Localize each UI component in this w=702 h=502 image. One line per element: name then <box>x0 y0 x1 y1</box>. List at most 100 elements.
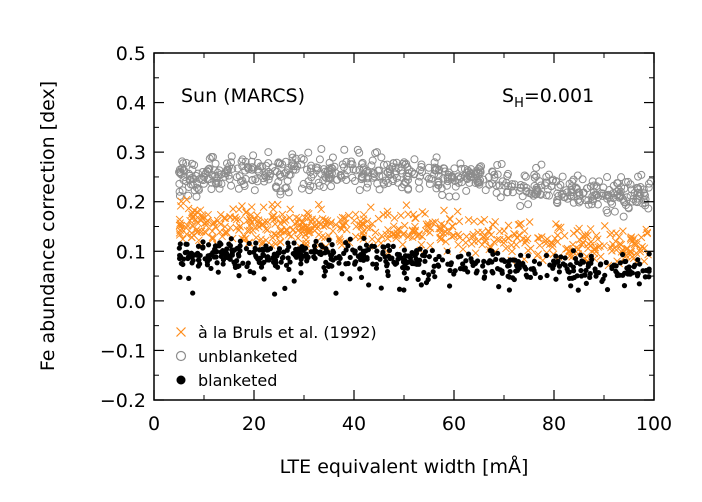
point-blanketed <box>587 271 593 277</box>
point-blanketed <box>623 258 629 265</box>
point-bruls <box>535 241 544 250</box>
point-bruls <box>421 226 430 235</box>
point-unblanketed <box>569 198 578 207</box>
point-blanketed <box>625 271 631 277</box>
point-unblanketed <box>425 179 434 188</box>
point-bruls <box>445 227 453 236</box>
point-blanketed <box>200 245 206 251</box>
point-blanketed <box>502 258 508 264</box>
point-bruls <box>218 232 227 241</box>
point-bruls <box>324 232 333 240</box>
point-unblanketed <box>567 185 576 194</box>
point-blanketed <box>525 253 531 259</box>
point-blanketed <box>237 243 243 249</box>
point-unblanketed <box>410 170 419 179</box>
point-bruls <box>263 218 272 226</box>
point-blanketed <box>228 236 234 242</box>
point-bruls <box>182 230 191 239</box>
point-bruls <box>312 221 321 230</box>
point-unblanketed <box>535 177 544 186</box>
point-bruls <box>440 206 448 215</box>
point-bruls <box>371 228 380 237</box>
point-blanketed <box>418 282 424 288</box>
point-blanketed <box>609 264 615 270</box>
point-bruls <box>271 220 279 228</box>
point-blanketed <box>339 271 345 277</box>
sh-prefix: S <box>502 85 514 107</box>
point-blanketed <box>213 254 219 260</box>
point-blanketed <box>588 253 594 259</box>
y-tick-label: 0.5 <box>116 43 146 65</box>
point-blanketed <box>387 255 393 262</box>
point-unblanketed <box>355 165 364 174</box>
point-bruls <box>392 231 400 240</box>
point-unblanketed <box>247 157 256 166</box>
point-blanketed <box>646 268 652 274</box>
point-unblanketed <box>381 176 390 185</box>
point-blanketed <box>185 255 191 262</box>
point-blanketed <box>236 273 242 279</box>
point-unblanketed <box>498 177 507 186</box>
point-blanketed <box>190 290 196 296</box>
point-blanketed <box>543 252 550 259</box>
point-unblanketed <box>243 163 252 172</box>
point-bruls <box>643 229 652 238</box>
point-bruls <box>408 227 417 235</box>
point-blanketed <box>562 262 568 268</box>
point-blanketed <box>570 248 577 254</box>
point-blanketed <box>585 261 592 267</box>
point-unblanketed <box>547 181 556 190</box>
point-blanketed <box>439 257 446 263</box>
point-unblanketed <box>241 166 250 175</box>
point-blanketed <box>247 249 253 256</box>
point-bruls <box>187 210 196 219</box>
point-blanketed <box>631 264 637 270</box>
point-unblanketed <box>373 166 382 175</box>
point-bruls <box>379 210 388 219</box>
point-unblanketed <box>368 173 377 182</box>
point-unblanketed <box>424 174 433 183</box>
point-blanketed <box>460 261 466 267</box>
point-unblanketed <box>492 181 501 190</box>
point-bruls <box>247 203 256 211</box>
point-unblanketed <box>439 164 448 173</box>
point-unblanketed <box>521 172 530 181</box>
point-blanketed <box>587 274 593 281</box>
point-blanketed <box>446 283 453 289</box>
point-blanketed <box>343 261 349 267</box>
point-unblanketed <box>456 159 465 168</box>
point-bruls <box>358 229 367 237</box>
point-blanketed <box>507 269 513 275</box>
point-bruls <box>575 236 584 244</box>
point-blanketed <box>197 261 203 267</box>
point-blanketed <box>570 268 577 274</box>
point-bruls <box>437 220 446 229</box>
point-blanketed <box>482 269 488 275</box>
point-blanketed <box>200 239 206 245</box>
point-unblanketed <box>175 168 184 177</box>
point-bruls <box>271 240 280 248</box>
legend-marker-bruls <box>176 327 186 337</box>
point-unblanketed <box>227 152 236 161</box>
y-tick-label: −0.2 <box>100 390 146 412</box>
point-unblanketed <box>185 171 194 180</box>
point-bruls <box>626 234 635 243</box>
point-blanketed <box>237 238 243 244</box>
point-bruls <box>238 202 246 210</box>
point-bruls <box>469 230 478 239</box>
point-bruls <box>282 226 291 235</box>
point-unblanketed <box>626 191 635 200</box>
point-blanketed <box>426 253 432 260</box>
point-blanketed <box>465 269 471 275</box>
point-blanketed <box>571 274 577 281</box>
point-unblanketed <box>264 148 273 157</box>
point-bruls <box>640 244 649 253</box>
point-bruls <box>436 235 445 244</box>
point-blanketed <box>474 268 480 274</box>
x-tick-label: 20 <box>242 413 266 435</box>
point-bruls <box>182 224 191 232</box>
point-blanketed <box>369 243 375 249</box>
point-bruls <box>592 231 601 240</box>
point-blanketed <box>323 259 329 265</box>
point-bruls <box>314 200 323 209</box>
